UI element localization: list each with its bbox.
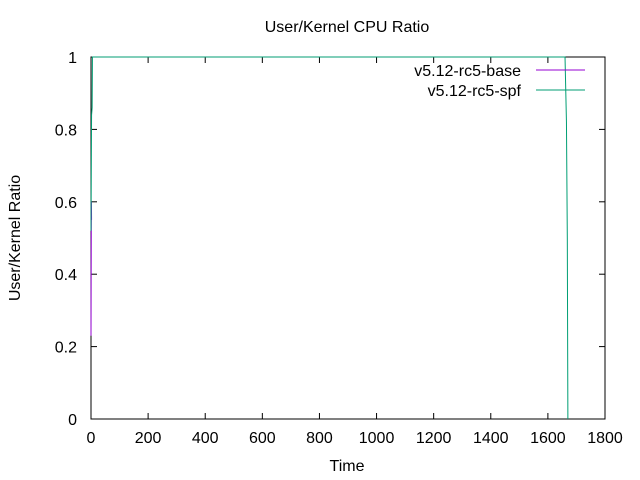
- x-tick-label: 400: [192, 430, 219, 447]
- legend-label-2: v5.12-rc5-spf: [428, 83, 522, 100]
- y-tick-label: 0: [68, 412, 77, 429]
- x-tick-label: 600: [249, 430, 276, 447]
- series-layer: [90, 56, 569, 420]
- x-tick-label: 1200: [416, 430, 452, 447]
- x-tick-label: 1400: [473, 430, 509, 447]
- x-axis-label: Time: [330, 458, 365, 475]
- y-tick-label: 0.2: [55, 340, 77, 357]
- legend-label-1: v5.12-rc5-base: [414, 63, 521, 80]
- y-axis-label: User/Kernel Ratio: [7, 175, 24, 301]
- x-tick-label: 1000: [359, 430, 395, 447]
- x-tick-label: 0: [87, 430, 96, 447]
- y-tick-label: 1: [68, 50, 77, 67]
- y-tick-label: 0.6: [55, 195, 77, 212]
- y-tick-label: 0.8: [55, 122, 77, 139]
- axis-ticks: 0 200 400 600 800 1000 1200 1400 1600 1800 0 0.2 0.4…: [55, 50, 623, 447]
- plot-area: [90, 56, 606, 420]
- x-tick-label: 200: [135, 430, 162, 447]
- x-tick-label: 800: [306, 430, 333, 447]
- chart-title: User/Kernel CPU Ratio: [265, 19, 430, 36]
- series-line-2: [90, 56, 569, 420]
- x-tick-label: 1600: [530, 430, 566, 447]
- x-tick-label: 1800: [587, 430, 623, 447]
- y-tick-label: 0.4: [55, 267, 77, 284]
- legend: v5.12-rc5-base v5.12-rc5-spf: [414, 63, 585, 100]
